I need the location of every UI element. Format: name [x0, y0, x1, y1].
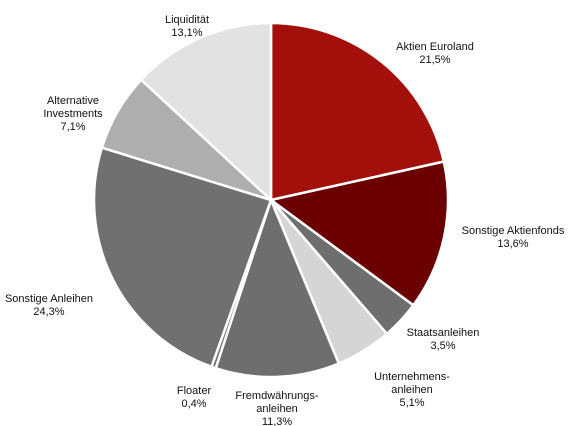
data-label-sonstige-aktienfonds: 13,6%: [497, 238, 528, 250]
data-label-aktien-euroland: 21,5%: [419, 54, 450, 66]
slice-label-unternehmens-anleihen: Unternehmens-: [374, 371, 450, 383]
pie-slice-sonstige-aktienfonds: [269, 160, 450, 307]
pie-slice-aktien-euroland: [269, 21, 446, 202]
slice-label-sonstige-anleihen: Sonstige Anleihen: [5, 293, 93, 305]
data-label-floater: 0,4%: [181, 398, 206, 410]
pie-slice-fremdwährungs-anleihen: [214, 198, 341, 379]
slice-label-unternehmens-anleihen: anleihen: [391, 384, 433, 396]
slice-label-sonstige-aktienfonds: Sonstige Aktienfonds: [462, 225, 565, 237]
pie-slice-sonstige-anleihen: [92, 146, 273, 368]
data-label-liquidität: 13,1%: [171, 27, 202, 39]
data-label-fremdwährungs-anleihen: 11,3%: [262, 416, 293, 426]
pie-slices: [92, 21, 450, 379]
slice-label-aktien-euroland: Aktien Euroland: [396, 41, 474, 53]
slice-label-fremdwährungs-anleihen: Fremdwährungs-: [235, 390, 318, 402]
data-label-sonstige-anleihen: 24,3%: [33, 306, 64, 318]
slice-label-alternative-investments: Alternative: [47, 95, 99, 107]
slice-label-staatsanleihen: Staatsanleihen: [407, 327, 480, 339]
data-label-staatsanleihen: 3,5%: [430, 340, 455, 352]
slice-label-fremdwährungs-anleihen: anleihen: [256, 403, 298, 415]
pie-slice-liquidität: [139, 21, 273, 202]
data-label-alternative-investments: 7,1%: [60, 121, 85, 133]
slice-label-floater: Floater: [177, 385, 212, 397]
slice-label-liquidität: Liquidität: [165, 14, 209, 26]
slice-label-alternative-investments: Investments: [43, 108, 103, 120]
data-label-unternehmens-anleihen: 5,1%: [399, 397, 424, 409]
